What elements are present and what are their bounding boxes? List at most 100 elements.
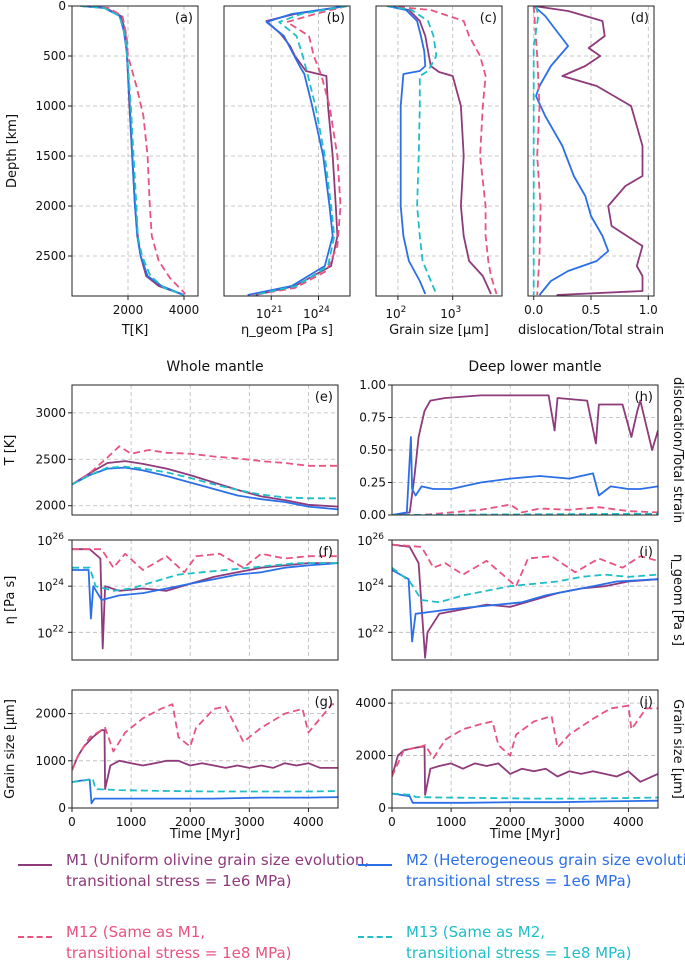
series-group-e bbox=[72, 445, 338, 511]
series-line-i-m13 bbox=[392, 566, 658, 604]
xtick-label-j-4: 4000 bbox=[613, 815, 644, 829]
ytick-label-a-2: 1000 bbox=[35, 99, 66, 113]
series-line-e-m1 bbox=[72, 460, 338, 508]
legend-m12-line1: M12 (Same as M1, bbox=[66, 923, 205, 941]
series-line-j-m13 bbox=[392, 792, 658, 800]
legend-m12-line2: transitional stress = 1e8 MPa) bbox=[66, 944, 292, 962]
legend-m1-swatch bbox=[18, 864, 52, 866]
panel-label-i: (i) bbox=[639, 545, 653, 560]
series-line-e-m12 bbox=[72, 445, 338, 486]
legend-m12-label: M12 (Same as M1, transitional stress = 1… bbox=[66, 922, 292, 964]
ytick-label-f-2: 1026 bbox=[37, 532, 64, 548]
ytick-label-j-2: 4000 bbox=[355, 696, 386, 710]
series-line-e-m13 bbox=[72, 465, 338, 500]
xtick-label-j-0: 0 bbox=[388, 815, 396, 829]
plot-frame-a bbox=[71, 5, 199, 297]
xtick-label-d-0: 0.0 bbox=[524, 303, 543, 317]
ytick-label-h-0: 0.00 bbox=[359, 508, 386, 522]
ytick-label-a-0: 0 bbox=[58, 0, 66, 13]
ytick-label-g-1: 1000 bbox=[35, 754, 66, 768]
ytick-label-i-2: 1026 bbox=[357, 532, 384, 548]
legend-m2-label: M2 (Heterogeneous grain size evolution, … bbox=[406, 850, 685, 892]
panel-e: (e) 2000 2500 3000 T [K] Whole mantle bbox=[3, 359, 339, 516]
series-line-b-m2 bbox=[247, 6, 348, 296]
series-line-h-m1 bbox=[392, 394, 658, 515]
series-line-d-m12 bbox=[532, 6, 542, 296]
legend-m2-line2: transitional stress = 1e6 MPa) bbox=[406, 872, 632, 890]
ytick-label-a-3: 1500 bbox=[35, 149, 66, 163]
series-line-c-m12 bbox=[386, 6, 498, 295]
ytick-label-e-0: 2000 bbox=[35, 499, 66, 513]
ylabel-e: T [K] bbox=[3, 435, 18, 467]
xlabel-j: Time [Myr] bbox=[489, 827, 560, 842]
ylabel-g: Grain size [μm] bbox=[3, 699, 18, 799]
legend-m13-swatch bbox=[358, 936, 392, 938]
ytick-label-f-2-base: 10 bbox=[37, 534, 52, 548]
plot-frame-b bbox=[223, 5, 351, 297]
panel-h: (h) 0.00 0.25 0.50 0.75 1.00 dislocation/Total… bbox=[359, 359, 685, 523]
series-line-a-m2 bbox=[80, 6, 185, 296]
series-line-d-m2 bbox=[533, 6, 610, 296]
series-group-d bbox=[532, 6, 644, 296]
series-group-b bbox=[247, 6, 348, 296]
ytick-label-j-0: 0 bbox=[378, 801, 386, 815]
column-title-h: Deep lower mantle bbox=[468, 359, 601, 375]
series-line-a-m13 bbox=[80, 6, 185, 296]
ytick-label-h-4: 1.00 bbox=[359, 378, 386, 392]
panel-label-b: (b) bbox=[327, 11, 345, 26]
series-group-i bbox=[392, 543, 658, 659]
series-line-f-m2 bbox=[72, 562, 338, 620]
legend-m1-label: M1 (Uniform olivine grain size evolution… bbox=[66, 850, 369, 892]
ytick-label-a-5: 2500 bbox=[35, 249, 66, 263]
series-line-b-m13 bbox=[253, 6, 348, 296]
panel-label-c: (c) bbox=[480, 11, 497, 26]
ytick-label-g-2: 2000 bbox=[35, 707, 66, 721]
panel-label-a: (a) bbox=[175, 11, 193, 26]
xtick-label-b-0: 1021 bbox=[256, 305, 283, 321]
plot-frame-e bbox=[71, 384, 339, 516]
panel-label-e: (e) bbox=[315, 390, 333, 405]
ytick-label-i-0-base: 10 bbox=[357, 626, 372, 640]
ytick-label-a-4: 2000 bbox=[35, 199, 66, 213]
ylabel-f: η [Pa s] bbox=[3, 576, 18, 625]
series-line-i-m1 bbox=[392, 543, 658, 659]
column-title-e: Whole mantle bbox=[166, 359, 263, 375]
series-line-j-m1 bbox=[392, 745, 658, 796]
series-group-f bbox=[72, 548, 338, 650]
ytick-label-g-0: 0 bbox=[58, 801, 66, 815]
xtick-label-c-0: 102 bbox=[385, 305, 406, 321]
series-line-f-m13 bbox=[72, 562, 338, 592]
plot-frame-i bbox=[391, 539, 659, 661]
xtick-label-b-1-exp: 24 bbox=[318, 305, 330, 315]
legend-m2-swatch bbox=[358, 864, 392, 866]
panel-label-g: (g) bbox=[315, 695, 333, 710]
legend-m13-line1: M13 (Same as M2, bbox=[406, 923, 545, 941]
ytick-label-i-0: 1022 bbox=[357, 624, 384, 640]
ytick-label-h-1: 0.25 bbox=[359, 476, 386, 490]
plot-frame-g bbox=[71, 689, 339, 809]
series-line-j-m2 bbox=[392, 792, 658, 804]
xtick-label-b-1-base: 10 bbox=[303, 307, 318, 321]
xtick-label-j-3: 3000 bbox=[554, 815, 585, 829]
series-group-a bbox=[80, 6, 187, 296]
legend-m12-swatch bbox=[18, 936, 52, 938]
ytick-label-a-1: 500 bbox=[43, 49, 66, 63]
series-line-g-m1 bbox=[72, 729, 338, 790]
ytick-label-i-1: 1024 bbox=[357, 578, 384, 594]
ytick-label-e-1: 2500 bbox=[35, 452, 66, 466]
xtick-label-c-1-exp: 3 bbox=[455, 305, 461, 315]
legend-m1-line2: transitional stress = 1e6 MPa) bbox=[66, 872, 292, 890]
ytick-label-f-1: 1024 bbox=[37, 578, 64, 594]
xtick-label-j-1: 1000 bbox=[436, 815, 467, 829]
ytick-label-f-2-exp: 26 bbox=[53, 532, 65, 542]
series-line-h-m2 bbox=[392, 436, 658, 515]
plot-frame-j bbox=[391, 689, 659, 809]
ytick-label-f-0-base: 10 bbox=[37, 626, 52, 640]
ytick-label-f-0-exp: 22 bbox=[53, 624, 64, 634]
panel-j: (j) 0 1000 2000 3000 4000 0 2000 4000 Time [Myr] G… bbox=[355, 689, 685, 842]
series-line-a-m12 bbox=[80, 6, 187, 295]
ytick-label-i-2-exp: 26 bbox=[373, 532, 385, 542]
xtick-label-j-2: 2000 bbox=[495, 815, 526, 829]
